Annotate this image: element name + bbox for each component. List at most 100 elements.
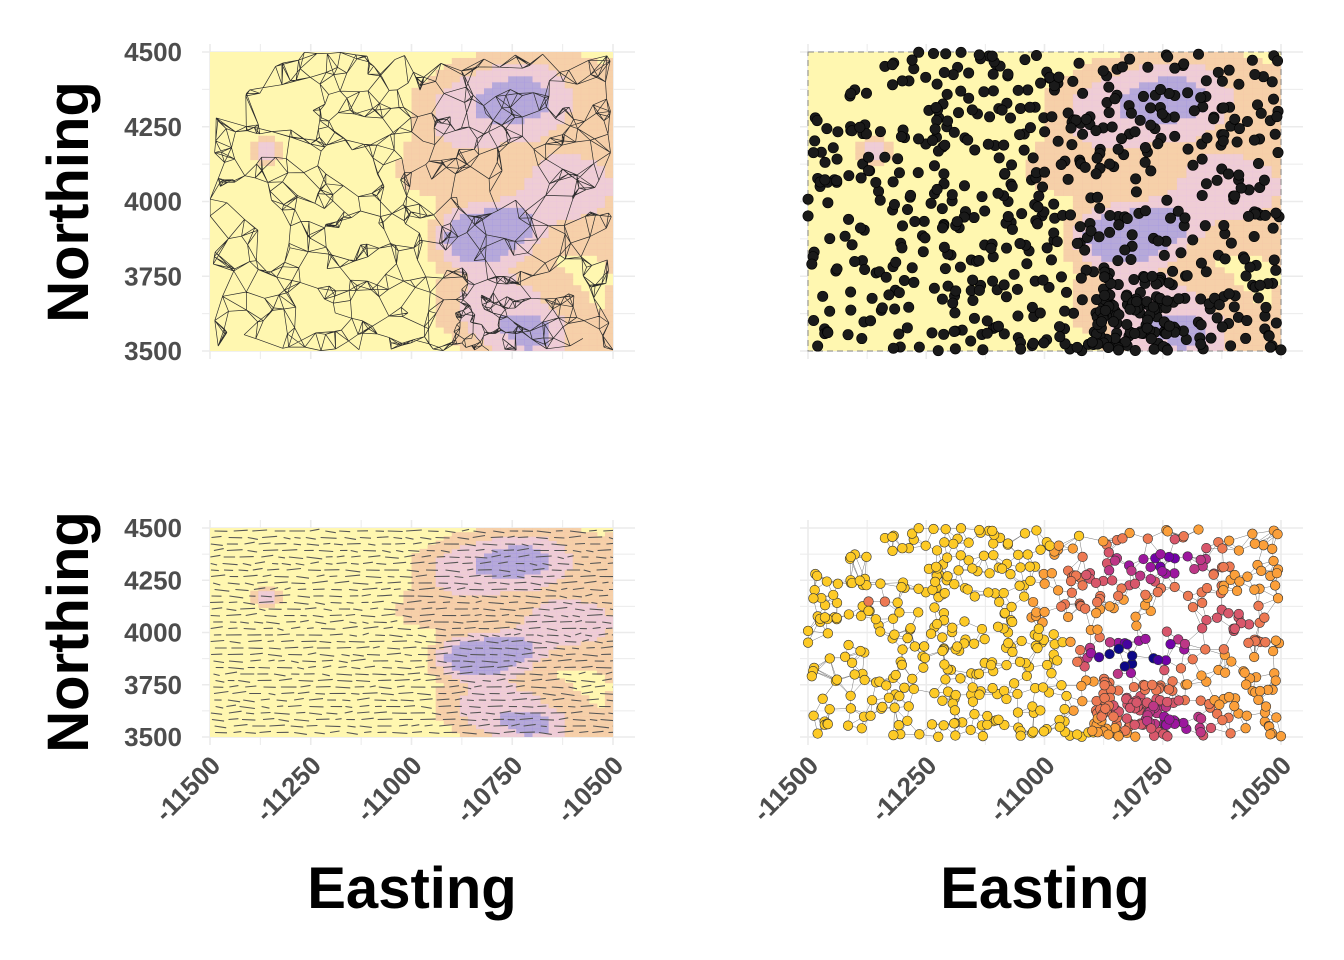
surface-cell — [1224, 201, 1235, 208]
value-point — [1173, 695, 1184, 706]
surface-cell — [492, 657, 501, 663]
surface-cell — [540, 716, 550, 721]
surface-cell — [580, 93, 590, 101]
sample-point — [1124, 53, 1136, 65]
surface-cell — [459, 165, 469, 173]
surface-cell — [588, 75, 598, 83]
surface-cell — [475, 87, 485, 95]
surface-cell — [459, 339, 469, 346]
sample-point — [1071, 237, 1083, 249]
surface-cell — [596, 159, 606, 167]
surface-cell — [548, 261, 558, 268]
surface-cell — [532, 711, 541, 717]
surface-cell — [580, 707, 590, 713]
surface-cell — [451, 611, 461, 617]
surface-cell — [435, 670, 445, 675]
surface-cell — [258, 135, 267, 143]
value-point — [1112, 668, 1123, 679]
surface-cell — [427, 582, 437, 588]
sample-point — [1195, 92, 1207, 104]
surface-cell — [427, 111, 437, 119]
surface-cell — [1148, 52, 1159, 59]
surface-cell — [1072, 165, 1083, 173]
surface-cell — [564, 569, 574, 575]
surface-cell — [1252, 93, 1263, 101]
surface-cell — [1186, 81, 1197, 89]
surface-cell — [516, 695, 525, 700]
surface-cell — [508, 261, 517, 268]
sample-point — [1041, 242, 1053, 254]
surface-cell — [1243, 207, 1254, 214]
value-point — [1229, 701, 1240, 712]
surface-cell — [500, 231, 509, 238]
surface-cell — [596, 315, 606, 322]
surface-cell — [1262, 105, 1273, 113]
surface-cell — [1243, 345, 1254, 351]
surface-cell — [1091, 135, 1102, 143]
surface-cell — [516, 63, 525, 71]
surface-cell — [443, 123, 453, 131]
surface-cell — [250, 599, 259, 604]
value-point — [1104, 565, 1115, 576]
sample-point — [1216, 75, 1228, 87]
surface-cell — [556, 565, 566, 571]
surface-cell — [451, 565, 461, 571]
surface-cell — [435, 249, 445, 256]
sample-point — [1094, 202, 1106, 214]
surface-cell — [588, 657, 598, 663]
surface-cell — [459, 728, 469, 734]
surface-cell — [1271, 171, 1281, 179]
surface-cell — [580, 159, 590, 167]
sample-point — [998, 279, 1010, 291]
surface-cell — [451, 578, 461, 583]
surface-cell — [1186, 213, 1197, 220]
surface-cell — [484, 732, 493, 737]
surface-cell — [419, 93, 429, 101]
sample-point — [977, 344, 989, 356]
surface-cell — [484, 201, 493, 208]
sample-point — [1199, 220, 1211, 232]
surface-cell — [508, 69, 517, 77]
surface-cell — [1082, 213, 1093, 220]
surface-cell — [580, 645, 590, 650]
surface-cell — [435, 707, 445, 713]
surface-cell — [1139, 339, 1150, 346]
surface-cell — [1195, 171, 1206, 179]
sample-point — [1018, 144, 1030, 156]
value-point — [856, 610, 867, 622]
sample-point — [897, 220, 909, 232]
surface-cell — [540, 345, 550, 351]
sample-point — [925, 197, 937, 209]
surface-cell — [516, 657, 525, 663]
x-ticks-bottom-right: -11500 -11250 -11000 -10750 -10500 — [747, 750, 1297, 828]
surface-cell — [443, 599, 453, 604]
surface-cell — [596, 87, 606, 95]
sample-point — [1248, 134, 1260, 146]
surface-cell — [532, 586, 541, 592]
surface-cell — [451, 532, 461, 537]
surface-cell — [492, 632, 501, 638]
surface-cell — [492, 285, 501, 292]
value-point — [1109, 555, 1121, 566]
surface-cell — [467, 678, 477, 684]
surface-cell — [596, 599, 606, 604]
sample-point — [860, 87, 872, 99]
surface-cell — [1176, 183, 1187, 191]
surface-cell — [524, 183, 533, 191]
sample-point — [1065, 122, 1077, 134]
surface-cell — [524, 345, 533, 351]
surface-cell — [484, 703, 493, 709]
surface-cell — [492, 661, 501, 667]
surface-cell — [556, 225, 566, 232]
sample-point — [1169, 130, 1181, 142]
surface-cell — [604, 569, 613, 575]
surface-cell — [1091, 255, 1102, 262]
surface-cell — [475, 640, 485, 646]
surface-cell — [467, 586, 477, 592]
surface-cell — [516, 582, 525, 588]
surface-cell — [1195, 123, 1206, 131]
surface-cell — [1271, 303, 1281, 310]
surface-cell — [556, 578, 566, 583]
surface-cell — [467, 686, 477, 692]
surface-cell — [1167, 105, 1178, 113]
